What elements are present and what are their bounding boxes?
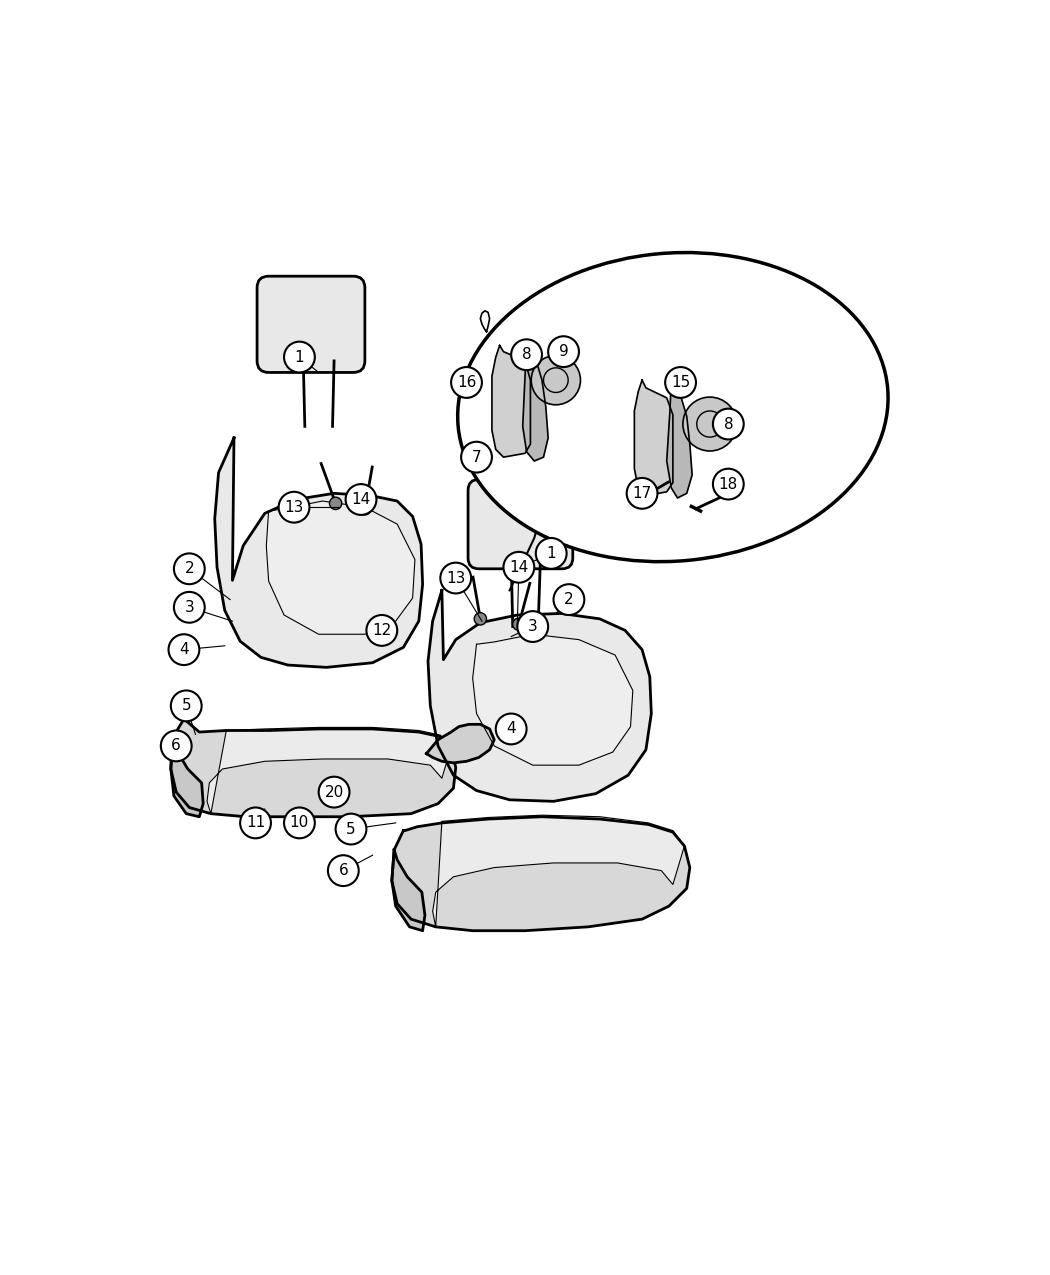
- Text: 2: 2: [564, 592, 573, 607]
- Circle shape: [284, 342, 315, 372]
- Polygon shape: [433, 815, 685, 927]
- Circle shape: [713, 469, 743, 500]
- Polygon shape: [472, 634, 633, 765]
- Polygon shape: [171, 719, 456, 817]
- Polygon shape: [491, 346, 530, 458]
- Polygon shape: [428, 590, 651, 802]
- Text: 6: 6: [171, 738, 181, 754]
- Text: 4: 4: [506, 722, 516, 737]
- FancyBboxPatch shape: [257, 277, 365, 372]
- Circle shape: [174, 592, 205, 622]
- Circle shape: [319, 776, 350, 807]
- Polygon shape: [267, 501, 415, 634]
- Polygon shape: [392, 817, 690, 931]
- Circle shape: [366, 615, 397, 646]
- Text: 6: 6: [338, 863, 349, 878]
- Text: 1: 1: [546, 546, 556, 561]
- Circle shape: [504, 552, 534, 583]
- Ellipse shape: [458, 252, 888, 562]
- Circle shape: [713, 409, 743, 440]
- Circle shape: [328, 856, 359, 886]
- Text: 3: 3: [185, 599, 194, 615]
- Circle shape: [682, 397, 737, 451]
- Text: 5: 5: [346, 821, 356, 836]
- Polygon shape: [392, 850, 425, 931]
- Circle shape: [452, 367, 482, 398]
- Text: 13: 13: [446, 570, 465, 585]
- Circle shape: [168, 634, 200, 666]
- Text: 14: 14: [509, 560, 528, 575]
- Circle shape: [359, 502, 371, 515]
- Circle shape: [553, 584, 584, 615]
- Circle shape: [512, 618, 525, 630]
- Polygon shape: [171, 738, 204, 817]
- Circle shape: [666, 367, 696, 398]
- FancyBboxPatch shape: [468, 479, 573, 569]
- Circle shape: [345, 484, 376, 515]
- Circle shape: [330, 497, 342, 510]
- Circle shape: [496, 714, 527, 745]
- Circle shape: [627, 478, 657, 509]
- Text: 2: 2: [185, 561, 194, 576]
- Text: 8: 8: [723, 417, 733, 431]
- Circle shape: [461, 441, 491, 473]
- Circle shape: [174, 553, 205, 584]
- Text: 15: 15: [671, 375, 690, 390]
- Circle shape: [284, 807, 315, 838]
- Circle shape: [518, 611, 548, 641]
- Text: 12: 12: [372, 623, 392, 638]
- Text: 17: 17: [632, 486, 652, 501]
- Polygon shape: [667, 380, 692, 499]
- Text: 10: 10: [290, 816, 309, 830]
- Text: 11: 11: [246, 816, 266, 830]
- Circle shape: [278, 492, 310, 523]
- Circle shape: [161, 731, 191, 761]
- Polygon shape: [634, 380, 673, 496]
- Text: 16: 16: [457, 375, 477, 390]
- Text: 4: 4: [180, 643, 189, 657]
- Text: 7: 7: [471, 450, 481, 464]
- Text: 18: 18: [718, 477, 738, 492]
- Polygon shape: [207, 728, 452, 813]
- Text: 13: 13: [285, 500, 303, 515]
- Circle shape: [531, 356, 581, 404]
- Circle shape: [511, 339, 542, 370]
- Circle shape: [336, 813, 366, 844]
- Polygon shape: [215, 437, 422, 667]
- Text: 8: 8: [522, 347, 531, 362]
- Text: 3: 3: [528, 620, 538, 634]
- Polygon shape: [523, 344, 548, 462]
- Text: 14: 14: [352, 492, 371, 507]
- Text: 20: 20: [324, 784, 343, 799]
- Circle shape: [548, 337, 579, 367]
- Circle shape: [536, 538, 567, 569]
- Circle shape: [440, 562, 471, 593]
- Circle shape: [171, 691, 202, 722]
- Circle shape: [240, 807, 271, 838]
- Text: 5: 5: [182, 699, 191, 713]
- Circle shape: [475, 613, 486, 625]
- Polygon shape: [426, 724, 495, 762]
- Text: 1: 1: [295, 349, 304, 365]
- Text: 9: 9: [559, 344, 568, 360]
